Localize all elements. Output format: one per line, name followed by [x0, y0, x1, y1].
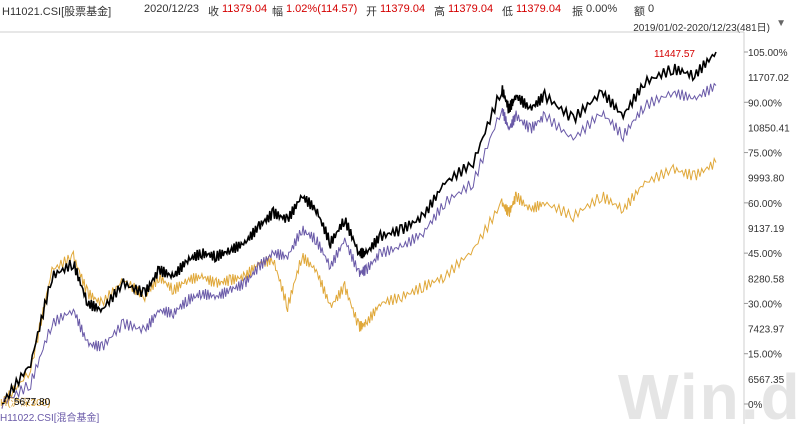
chevron-down-icon[interactable]: ▼: [776, 18, 786, 29]
start-value-label: 5677.80: [14, 397, 51, 408]
change-value: 1.02%(114.57): [286, 3, 358, 15]
close-value: 11379.04: [222, 3, 268, 15]
y-tick-percent-label: 45.00%: [748, 249, 782, 260]
open-value: 11379.04: [380, 3, 426, 15]
open-label: 开: [366, 6, 377, 18]
y-tick-percent-label: 90.00%: [748, 98, 782, 109]
low-label: 低: [502, 6, 513, 18]
high-value: 11379.04: [448, 3, 494, 15]
volume-label: 额: [634, 6, 645, 18]
high-label: 高: [434, 6, 445, 18]
y-tick-percent-label: 0%: [748, 400, 763, 411]
y-tick-value-label: 8280.58: [748, 274, 785, 285]
y-tick-percent-label: 30.00%: [748, 299, 782, 310]
y-tick-value-label: 9137.19: [748, 224, 785, 235]
index-code[interactable]: H11021.CSI[股票基金]: [2, 6, 112, 18]
series-line-1: [1, 82, 717, 409]
y-tick-value-label: 10850.41: [748, 123, 790, 134]
last-value-label: 11447.57: [654, 49, 695, 60]
series-line-0: [1, 51, 717, 405]
y-tick-percent-label: 15.00%: [748, 350, 782, 361]
wind-watermark: Win.d: [618, 361, 796, 433]
legend-hs300[interactable]: H(沪深300): [0, 398, 51, 409]
y-tick-value-label: 6567.35: [748, 375, 785, 386]
quote-date: 2020/12/23: [144, 3, 200, 15]
volume-value: 0: [648, 3, 655, 15]
amplitude-value: 0.00%: [586, 3, 618, 15]
low-value: 11379.04: [516, 3, 562, 15]
change-label: 幅: [272, 6, 283, 18]
y-tick-percent-label: 60.00%: [748, 199, 782, 210]
legend-mixed-fund[interactable]: H11022.CSI[混合基金]: [0, 413, 100, 424]
y-tick-value-label: 11707.02: [748, 73, 789, 84]
y-tick-percent-label: 105.00%: [748, 48, 788, 59]
y-tick-percent-label: 75.00%: [748, 149, 782, 160]
amplitude-label: 振: [572, 6, 583, 18]
series-line-2: [1, 156, 717, 409]
y-tick-value-label: 9993.80: [748, 174, 785, 185]
y-tick-value-label: 7423.97: [748, 325, 785, 336]
close-label: 收: [208, 6, 219, 18]
quote-header: H11021.CSI[股票基金] 2020/12/23 收 11379.04 幅…: [0, 0, 796, 18]
date-range[interactable]: 2019/01/02-2020/12/23(481日): [633, 23, 770, 34]
